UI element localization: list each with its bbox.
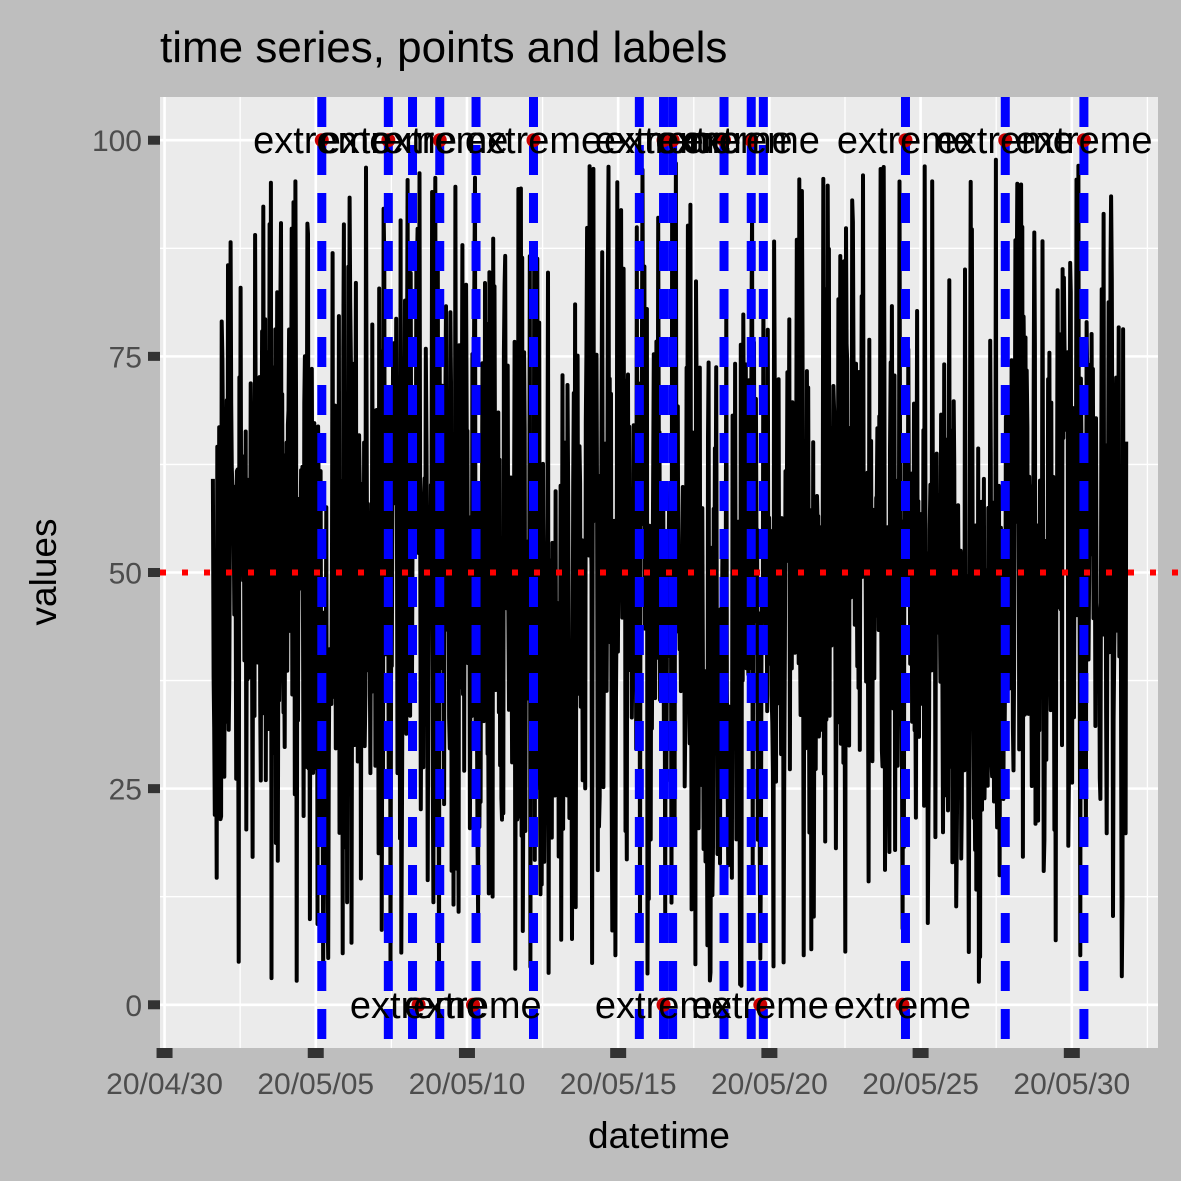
extreme-point	[1076, 133, 1091, 148]
extreme-label: extreme	[465, 120, 602, 162]
extreme-label: extreme	[595, 120, 732, 162]
extreme-point	[381, 133, 396, 148]
extreme-label: extreme	[937, 120, 1074, 162]
vertical-lines	[317, 97, 1089, 1048]
extreme-point	[717, 133, 732, 148]
x-tick-label: 20/04/30	[106, 1068, 223, 1101]
x-tick-label: 20/05/30	[1013, 1068, 1130, 1101]
x-axis-title: datetime	[588, 1115, 730, 1156]
x-tick-label: 20/05/25	[862, 1068, 979, 1101]
extreme-point	[898, 133, 913, 148]
extreme-label: extreme	[253, 120, 390, 162]
extreme-label: extreme	[404, 985, 541, 1027]
x-tick-label: 20/05/15	[560, 1068, 677, 1101]
extreme-label: extreme	[834, 985, 971, 1027]
y-tick-label: 75	[109, 341, 142, 374]
y-axis: 0 25 50 75 100	[92, 125, 160, 1023]
extreme-labels: extremeextremeextremeextremeextremeextre…	[253, 120, 1152, 1027]
extreme-label: extreme	[655, 120, 792, 162]
y-axis-title: values	[23, 519, 64, 626]
x-tick-label: 20/05/10	[409, 1068, 526, 1101]
x-tick-label: 20/05/05	[257, 1068, 374, 1101]
extreme-label: extreme	[604, 120, 741, 162]
x-axis: 20/04/30 20/05/05 20/05/10 20/05/15 20/05/20…	[106, 1048, 1130, 1101]
extreme-point	[411, 997, 426, 1012]
extreme-label: extreme	[320, 120, 457, 162]
extreme-label: extreme	[837, 120, 974, 162]
extreme-label: extreme	[692, 985, 829, 1027]
extreme-points	[314, 133, 1091, 1012]
x-tick-label: 20/05/20	[711, 1068, 828, 1101]
extreme-label: extreme	[371, 120, 508, 162]
extreme-point	[895, 997, 910, 1012]
extreme-point	[466, 997, 481, 1012]
extreme-point	[314, 133, 329, 148]
extreme-point	[526, 133, 541, 148]
extreme-point	[753, 997, 768, 1012]
chart-title: time series, points and labels	[160, 23, 727, 72]
extreme-point	[656, 997, 671, 1012]
extreme-point	[998, 133, 1013, 148]
extreme-point	[744, 133, 759, 148]
extreme-point	[432, 133, 447, 148]
extreme-label: extreme	[1015, 120, 1152, 162]
extreme-label: extreme	[683, 120, 820, 162]
y-tick-label: 50	[109, 558, 142, 591]
y-tick-label: 25	[109, 774, 142, 807]
y-tick-label: 0	[125, 990, 142, 1023]
extreme-label: extreme	[350, 985, 487, 1027]
extreme-label: extreme	[595, 985, 732, 1027]
extreme-point	[665, 133, 680, 148]
y-tick-label: 100	[92, 125, 142, 158]
